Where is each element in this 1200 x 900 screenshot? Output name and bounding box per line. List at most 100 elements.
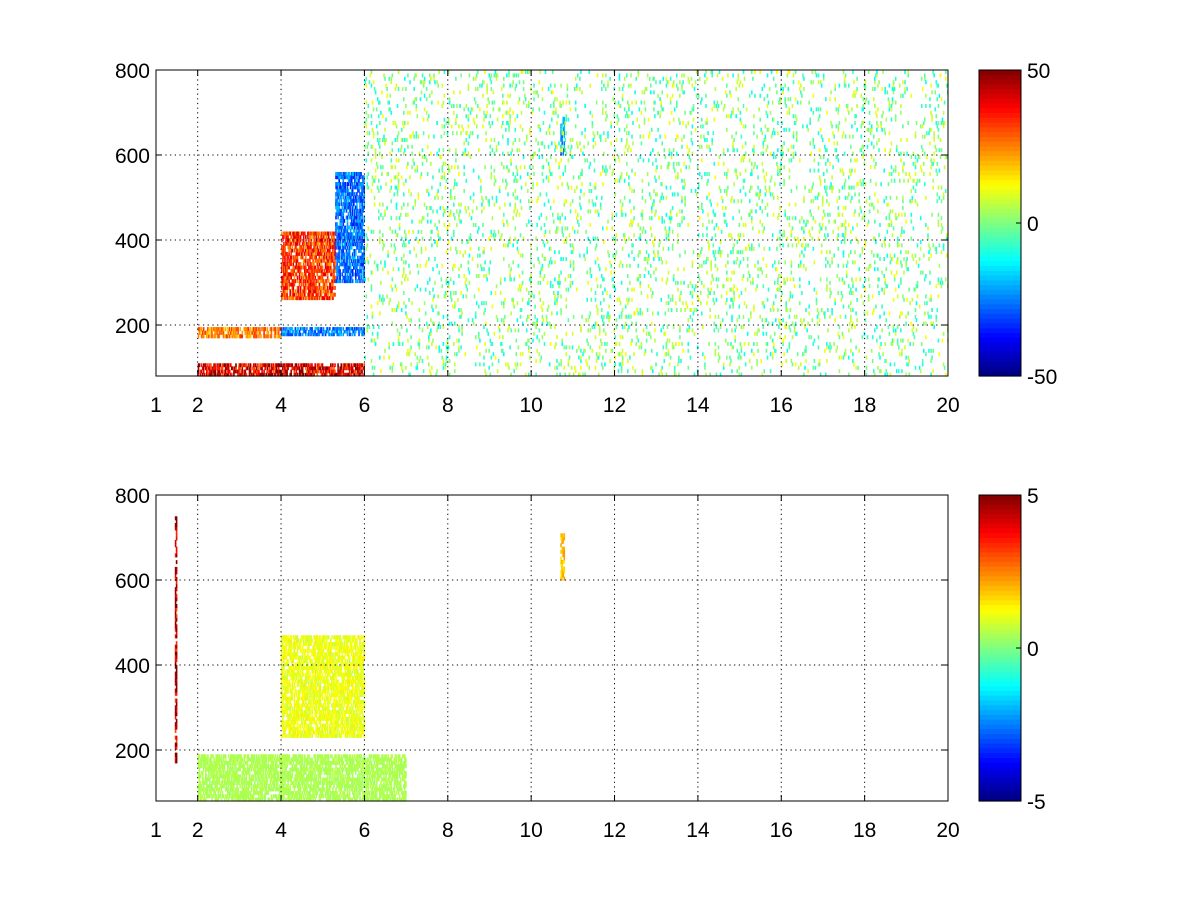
heat-cell <box>361 188 363 193</box>
heat-cell <box>518 284 521 289</box>
heat-cell <box>332 251 334 256</box>
heat-cell <box>351 218 354 223</box>
heat-cell <box>614 158 617 163</box>
heat-cell <box>362 275 364 280</box>
heat-cell <box>391 287 394 292</box>
heat-cell <box>616 114 619 119</box>
heat-cell <box>359 269 361 273</box>
heat-cell <box>346 222 349 227</box>
heat-cell <box>637 253 640 258</box>
heat-cell <box>504 202 506 207</box>
heat-cell <box>522 236 525 241</box>
heat-cell <box>405 243 407 248</box>
heat-cell <box>693 87 696 91</box>
heat-cell <box>350 188 353 193</box>
heat-cell <box>606 314 608 319</box>
heat-cell <box>302 285 305 290</box>
heat-cell <box>333 231 335 236</box>
heat-cell <box>351 192 354 196</box>
heat-cell <box>522 80 525 85</box>
heat-cell <box>516 318 519 323</box>
heat-cell <box>406 328 408 333</box>
heat-cell <box>218 334 221 339</box>
heat-cell <box>619 335 622 340</box>
heat-cell <box>380 212 382 217</box>
heat-cell <box>490 246 493 251</box>
heat-cell <box>478 246 480 251</box>
heat-cell <box>342 218 345 223</box>
heat-cell <box>349 195 352 200</box>
heat-cell <box>264 363 266 368</box>
heat-cell <box>677 175 679 180</box>
heat-cell <box>697 185 700 190</box>
heat-cell <box>314 255 316 260</box>
heat-cell <box>448 212 451 217</box>
heat-cell <box>325 251 328 256</box>
heat-cell <box>439 325 442 329</box>
heat-cell <box>248 369 251 374</box>
heat-cell <box>301 255 304 260</box>
heat-cell <box>207 334 209 339</box>
heat-cell <box>566 93 569 98</box>
heat-cell <box>739 250 742 255</box>
heat-cell <box>330 285 332 290</box>
heat-cell <box>327 279 330 284</box>
heat-cell <box>312 289 314 294</box>
heat-cell <box>320 279 323 284</box>
heat-cell <box>296 330 299 334</box>
heat-cell <box>652 161 654 166</box>
heat-cell <box>216 327 218 332</box>
heat-cell <box>502 121 504 125</box>
heat-cell <box>702 233 704 238</box>
heat-cell <box>337 188 339 193</box>
heat-cell <box>452 267 454 272</box>
heat-cell <box>299 332 302 337</box>
heat-cell <box>517 345 520 350</box>
heat-cell <box>433 321 435 326</box>
heat-cell <box>506 182 508 187</box>
heat-cell <box>391 321 394 326</box>
heat-cell <box>562 131 564 136</box>
heat-cell <box>355 242 357 247</box>
heat-cell <box>639 308 642 312</box>
heat-cell <box>605 331 607 336</box>
heat-cell <box>365 100 368 105</box>
heat-cell <box>363 255 365 260</box>
heat-cell <box>549 83 552 88</box>
heat-cell <box>245 330 248 335</box>
heat-cell <box>609 314 611 319</box>
heat-cell <box>359 249 361 253</box>
heat-cell <box>662 325 665 329</box>
heat-cell <box>720 250 723 255</box>
heat-cell <box>628 175 630 180</box>
heat-cell <box>676 83 678 88</box>
heat-cell <box>587 280 589 285</box>
heat-cell <box>297 231 300 236</box>
heat-cell <box>415 104 418 108</box>
heat-cell <box>379 121 381 125</box>
heat-cell <box>507 243 509 248</box>
heat-cell <box>644 107 647 112</box>
heat-cell <box>351 175 354 180</box>
heat-cell <box>513 73 515 78</box>
heat-cell <box>310 285 312 290</box>
heat-cell <box>448 100 451 105</box>
heat-cell <box>324 369 327 374</box>
heat-cell <box>295 296 298 301</box>
heat-cell <box>339 369 341 374</box>
heat-cell <box>684 202 686 207</box>
heat-cell <box>294 332 297 337</box>
heat-cell <box>556 229 558 234</box>
heat-cell <box>340 215 343 220</box>
heat-cell <box>341 225 344 230</box>
heat-cell <box>675 372 677 377</box>
heat-cell <box>404 138 406 142</box>
heat-cell <box>493 73 496 78</box>
heat-cell <box>285 372 287 377</box>
heat-cell <box>367 172 370 176</box>
heat-cell <box>301 366 304 371</box>
heat-cell <box>643 257 646 261</box>
heat-cell <box>378 325 380 329</box>
heat-cell <box>373 365 376 370</box>
heat-cell <box>639 284 642 289</box>
